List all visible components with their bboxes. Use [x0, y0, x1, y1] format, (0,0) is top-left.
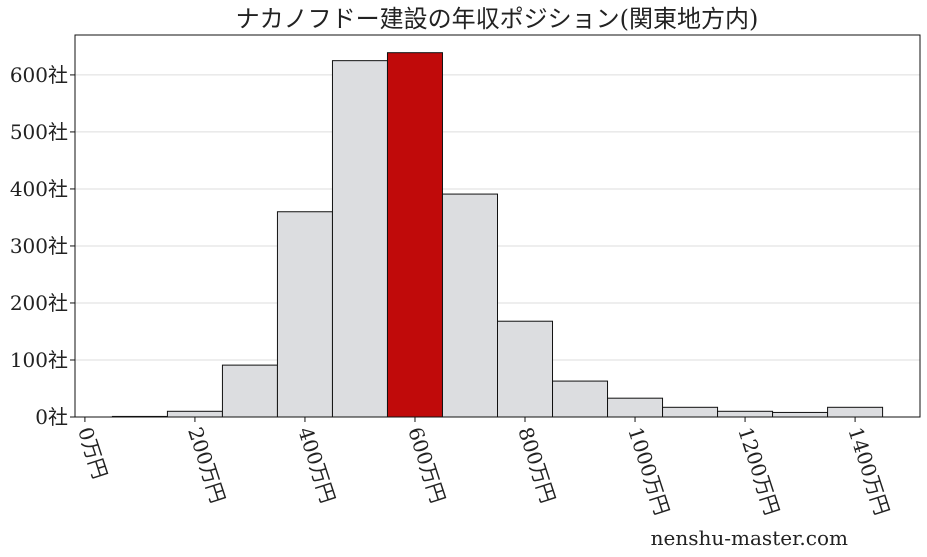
y-tick-label: 600社: [10, 63, 68, 87]
chart-title: ナカノフドー建設の年収ポジション(関東地方内): [236, 5, 759, 33]
x-tick-label: 200万円: [183, 424, 230, 506]
histogram-bar: [441, 193, 498, 418]
histogram-bar: [607, 397, 664, 418]
y-tick-label: 100社: [10, 348, 68, 372]
histogram-bar: [166, 410, 223, 418]
x-tick-label: 1000万円: [623, 424, 674, 518]
y-tick-label: 300社: [10, 234, 68, 258]
x-tick-label: 400万円: [293, 424, 340, 506]
x-tick-label: 1400万円: [843, 424, 894, 518]
histogram-bar: [386, 52, 443, 418]
histogram-bar: [221, 364, 278, 418]
histogram-bar: [552, 380, 609, 418]
plot-frame: [74, 34, 921, 418]
histogram-bar: [717, 410, 774, 418]
histogram-bar: [276, 211, 333, 418]
y-tick-label: 400社: [10, 177, 68, 201]
histogram-bar: [497, 320, 554, 418]
histogram-bar: [662, 406, 719, 418]
y-tick-label: 500社: [10, 120, 68, 144]
x-tick-label: 600万円: [403, 424, 450, 506]
x-tick-label: 0万円: [73, 424, 112, 482]
y-tick-label: 200社: [10, 291, 68, 315]
watermark: nenshu-master.com: [651, 526, 848, 550]
x-tick-label: 800万円: [513, 424, 560, 506]
x-tick-label: 1200万円: [733, 424, 784, 518]
histogram-bar: [331, 60, 388, 418]
histogram-bar: [772, 411, 829, 418]
y-tick-label: 0社: [35, 405, 68, 429]
histogram-bar: [827, 406, 884, 418]
